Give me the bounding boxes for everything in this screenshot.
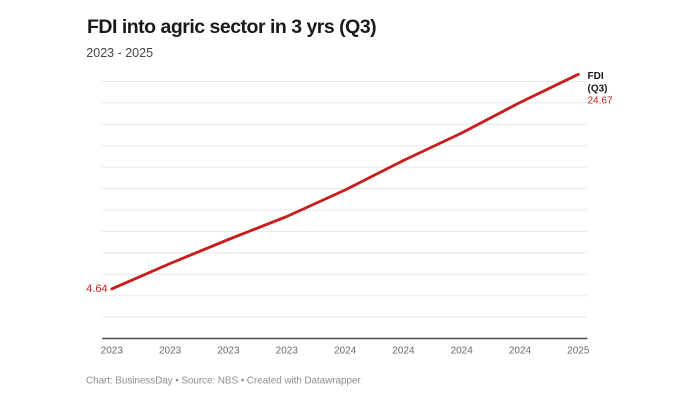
- svg-text:Chart: BusinessDay • Source: N: Chart: BusinessDay • Source: NBS • Creat…: [86, 376, 361, 387]
- svg-text:(Q3): (Q3): [588, 83, 608, 94]
- svg-text:FDI into agric sector in 3 yrs: FDI into agric sector in 3 yrs (Q3): [87, 16, 376, 38]
- svg-text:2023: 2023: [159, 345, 182, 356]
- svg-text:2023: 2023: [217, 345, 240, 356]
- svg-text:2024: 2024: [509, 345, 532, 356]
- svg-text:2024: 2024: [392, 345, 415, 356]
- svg-text:2023: 2023: [101, 345, 124, 356]
- svg-text:2025: 2025: [567, 345, 590, 356]
- svg-text:2023: 2023: [276, 345, 299, 356]
- svg-text:4.64: 4.64: [86, 283, 107, 295]
- svg-text:2023 - 2025: 2023 - 2025: [86, 46, 153, 60]
- svg-text:2024: 2024: [334, 345, 357, 356]
- svg-text:24.67: 24.67: [588, 95, 613, 106]
- svg-text:FDI: FDI: [588, 71, 604, 82]
- svg-text:2024: 2024: [451, 345, 474, 356]
